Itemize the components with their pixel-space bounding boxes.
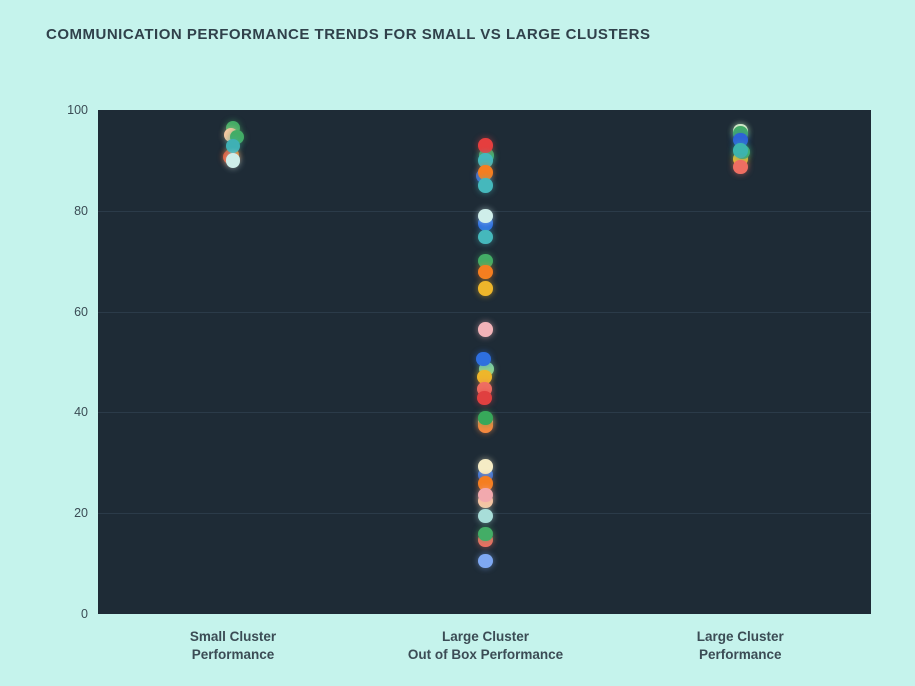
plot-area: [98, 110, 871, 614]
x-category-label-0: Small Cluster Performance: [190, 628, 276, 663]
gridline-y-60: [98, 311, 871, 313]
data-point: [478, 459, 493, 474]
data-point: [225, 153, 241, 168]
y-tick-label-0: 0: [81, 607, 88, 621]
y-tick-label-40: 40: [74, 405, 88, 420]
chart-title: COMMUNICATION PERFORMANCE TRENDS FOR SMA…: [46, 26, 651, 43]
data-point: [478, 208, 493, 224]
data-point: [478, 487, 493, 503]
x-category-label-line1: Small Cluster: [189, 629, 277, 644]
data-point: [478, 281, 493, 296]
y-tick-label-60: 60: [74, 304, 88, 319]
y-tick-label-20: 20: [74, 506, 88, 521]
data-point: [478, 553, 493, 569]
data-point: [478, 410, 493, 426]
data-point: [478, 178, 493, 193]
x-category-label-line2: Out of Box Performance: [407, 646, 564, 662]
data-point: [478, 476, 493, 491]
data-point: [478, 508, 493, 524]
data-point: [733, 159, 748, 175]
x-category-label-1: Large Cluster Out of Box Performance: [408, 628, 563, 663]
y-tick-label-100: 100: [67, 103, 88, 117]
data-point: [478, 229, 493, 245]
x-category-label-2: Large Cluster Performance: [697, 628, 784, 663]
data-point: [225, 138, 241, 154]
data-point: [478, 526, 493, 542]
data-point: [476, 351, 491, 367]
x-category-label-line2: Performance: [191, 646, 275, 662]
x-category-label-line1: Large Cluster: [441, 629, 530, 644]
data-point: [478, 153, 493, 168]
x-category-label-line2: Performance: [699, 646, 782, 662]
y-tick-label-80: 80: [74, 203, 88, 218]
data-point: [733, 143, 748, 158]
data-point: [478, 322, 493, 337]
data-point: [477, 390, 492, 406]
data-point: [478, 138, 493, 153]
data-point: [478, 165, 493, 180]
data-point: [477, 369, 492, 385]
data-point: [478, 264, 493, 280]
x-category-label-line1: Large Cluster: [696, 629, 784, 644]
